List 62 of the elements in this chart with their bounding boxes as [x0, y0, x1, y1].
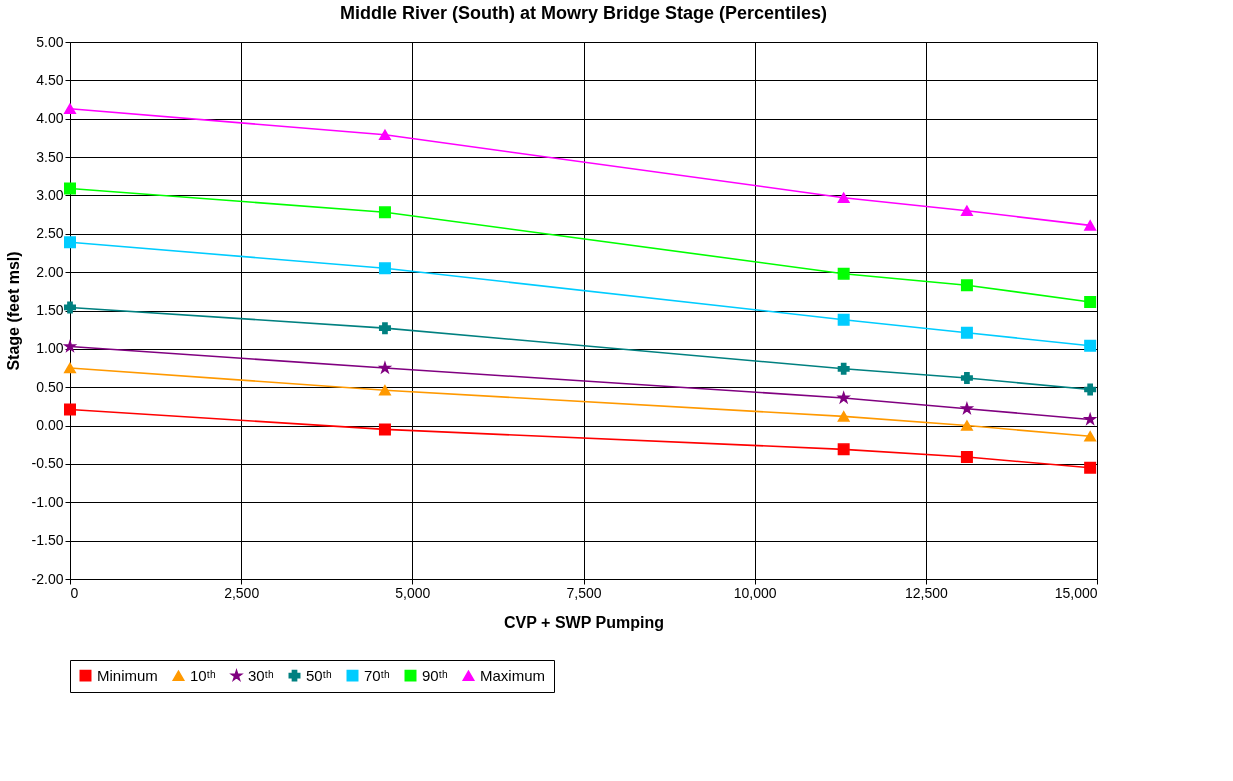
x-tick-label: 5,000 [395, 584, 431, 601]
y-tick-label: 3.00 [36, 186, 64, 203]
point [64, 362, 76, 374]
chart-title: Middle River (South) at Mowry Bridge Stage (Percentiles) [339, 3, 828, 23]
y-tick-label: -1.00 [31, 493, 64, 510]
point [378, 206, 391, 219]
legend-label: Minimum [97, 666, 158, 684]
y-tick-label: 0.50 [36, 378, 64, 395]
y-tick-label: -0.50 [31, 455, 64, 472]
point [837, 267, 850, 280]
y-axis-title: Stage (feet msl) [4, 251, 22, 371]
point [960, 326, 973, 339]
y-tick-label: 4.50 [36, 71, 64, 88]
point [1084, 461, 1097, 474]
point [960, 279, 973, 292]
point [960, 420, 973, 431]
y-tick-label: 1.00 [36, 340, 64, 357]
point [1084, 339, 1097, 352]
point [1084, 220, 1097, 231]
point [1084, 431, 1097, 442]
y-tick-label: 0.00 [36, 417, 64, 434]
legend-label: 70ᵗʰ [364, 666, 390, 684]
point [960, 372, 973, 384]
x-axis-title: CVP + SWP Pumping [504, 613, 664, 631]
point [837, 443, 850, 456]
x-tick-label: 15,000 [1054, 584, 1098, 601]
y-tick-label: 5.00 [36, 33, 64, 50]
y-tick-label: 4.00 [36, 110, 64, 127]
legend-label: 90ᵗʰ [422, 666, 448, 684]
point [378, 129, 391, 141]
y-tick-label: -2.00 [31, 570, 64, 587]
point [378, 384, 391, 396]
point [960, 205, 973, 217]
point [1084, 383, 1097, 396]
point [378, 262, 391, 275]
x-tick-label: 2,500 [224, 584, 260, 601]
y-tick-label: 3.50 [36, 148, 64, 165]
legend-label: Maximum [480, 666, 546, 684]
y-tick-label: 2.00 [36, 263, 64, 280]
point [64, 301, 76, 314]
legend-label: 10ᵗʰ [190, 666, 216, 684]
point [64, 182, 76, 195]
x-tick-label: 7,500 [566, 584, 602, 601]
point [378, 423, 391, 436]
y-tick-label: 1.50 [36, 302, 64, 318]
legend-label: 50ᵗʰ [306, 666, 332, 684]
x-tick-label: 0 [70, 584, 79, 601]
y-tick-label: 2.50 [36, 225, 64, 242]
point [64, 236, 76, 249]
y-tick-label: -1.50 [31, 532, 64, 549]
x-tick-label: 12,500 [904, 584, 948, 601]
point [1084, 296, 1097, 309]
point [837, 411, 850, 422]
point [64, 103, 76, 115]
point [837, 313, 850, 326]
point [837, 192, 850, 204]
legend-label: 30ᵗʰ [248, 666, 274, 684]
point [960, 451, 973, 464]
point [64, 403, 76, 416]
point [378, 322, 391, 335]
x-tick-label: 10,000 [733, 584, 777, 601]
point [837, 362, 850, 375]
